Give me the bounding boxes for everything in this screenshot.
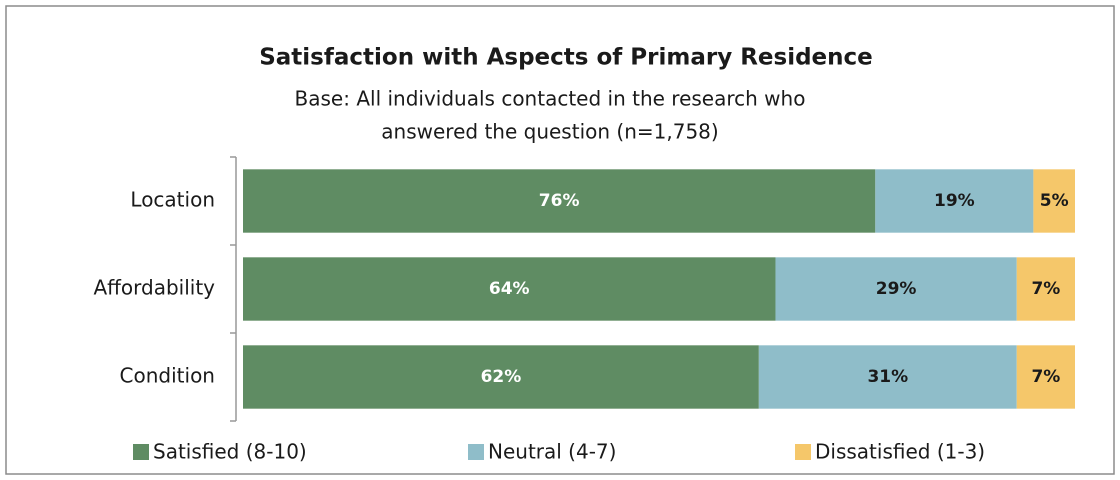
legend-label: Dissatisfied (1-3) <box>815 440 985 464</box>
y-tick-label: Location <box>130 188 215 212</box>
bar-segment <box>775 257 1017 321</box>
legend-swatch <box>468 444 484 460</box>
chart-subtitle: Base: All individuals contacted in the r… <box>295 87 806 111</box>
chart-title: Satisfaction with Aspects of Primary Res… <box>259 45 873 71</box>
legend-label: Neutral (4-7) <box>488 440 616 464</box>
bar-segment <box>1016 257 1075 321</box>
data-label: 7% <box>1031 367 1060 387</box>
data-label: 29% <box>876 279 917 299</box>
bar-segment <box>758 345 1017 409</box>
legend-swatch <box>133 444 149 460</box>
data-label: 64% <box>489 279 530 299</box>
bar-segment <box>243 345 759 409</box>
chart-subtitle: answered the question (n=1,758) <box>381 120 718 144</box>
y-tick-label: Condition <box>120 364 215 388</box>
data-label: 5% <box>1040 191 1069 211</box>
bar-segment <box>1033 169 1075 233</box>
bar-segment <box>243 257 776 321</box>
y-tick-label: Affordability <box>93 276 215 300</box>
data-label: 62% <box>481 367 522 387</box>
legend-swatch <box>795 444 811 460</box>
data-label: 19% <box>934 191 975 211</box>
bar-segment <box>243 169 876 233</box>
data-label: 76% <box>539 191 580 211</box>
legend-label: Satisfied (8-10) <box>153 440 307 464</box>
bar-segment <box>875 169 1034 233</box>
data-label: 7% <box>1031 279 1060 299</box>
bar-segment <box>1016 345 1075 409</box>
data-label: 31% <box>867 367 908 387</box>
